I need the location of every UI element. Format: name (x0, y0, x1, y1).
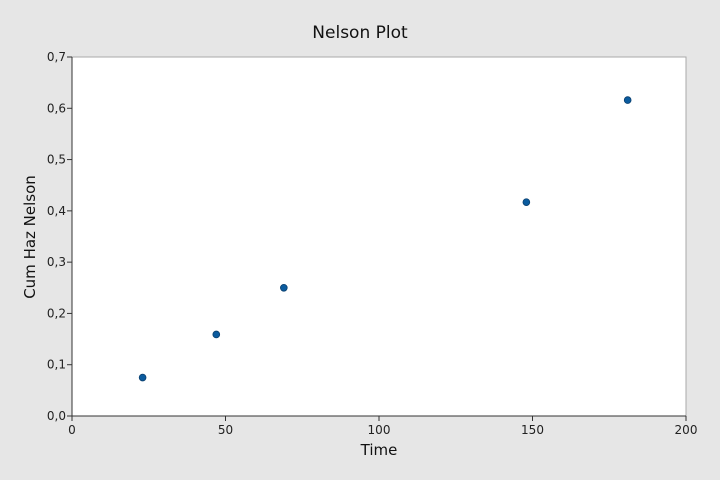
x-tick-label: 200 (675, 423, 698, 437)
data-point (138, 373, 147, 382)
data-point (522, 198, 531, 206)
y-tick-label: 0,3 (47, 255, 66, 269)
y-axis: 0,0 0,1 0,2 0,3 0,4 0,5 0,6 0,7 (47, 50, 73, 423)
plot-area (71, 56, 687, 417)
y-axis-title: Cum Haz Nelson (21, 175, 39, 299)
data-points (138, 96, 632, 382)
x-tick-label: 100 (368, 423, 391, 437)
y-tick-label: 0,0 (47, 409, 66, 423)
x-tick-label: 0 (68, 423, 76, 437)
y-tick-label: 0,4 (47, 204, 66, 218)
x-tick-label: 150 (521, 423, 544, 437)
x-tick-label: 50 (218, 423, 233, 437)
y-tick-label: 0,2 (47, 306, 66, 320)
data-point (280, 283, 288, 292)
data-point (623, 96, 632, 104)
y-tick-label: 0,1 (47, 358, 66, 372)
x-axis: 0 50 100 150 200 (68, 415, 698, 437)
y-tick-label: 0,7 (47, 50, 66, 64)
data-point (212, 330, 221, 339)
y-tick-label: 0,6 (47, 101, 66, 115)
x-axis-title: Time (360, 441, 398, 459)
chart-title: Nelson Plot (312, 23, 408, 43)
y-tick-label: 0,5 (47, 153, 66, 167)
